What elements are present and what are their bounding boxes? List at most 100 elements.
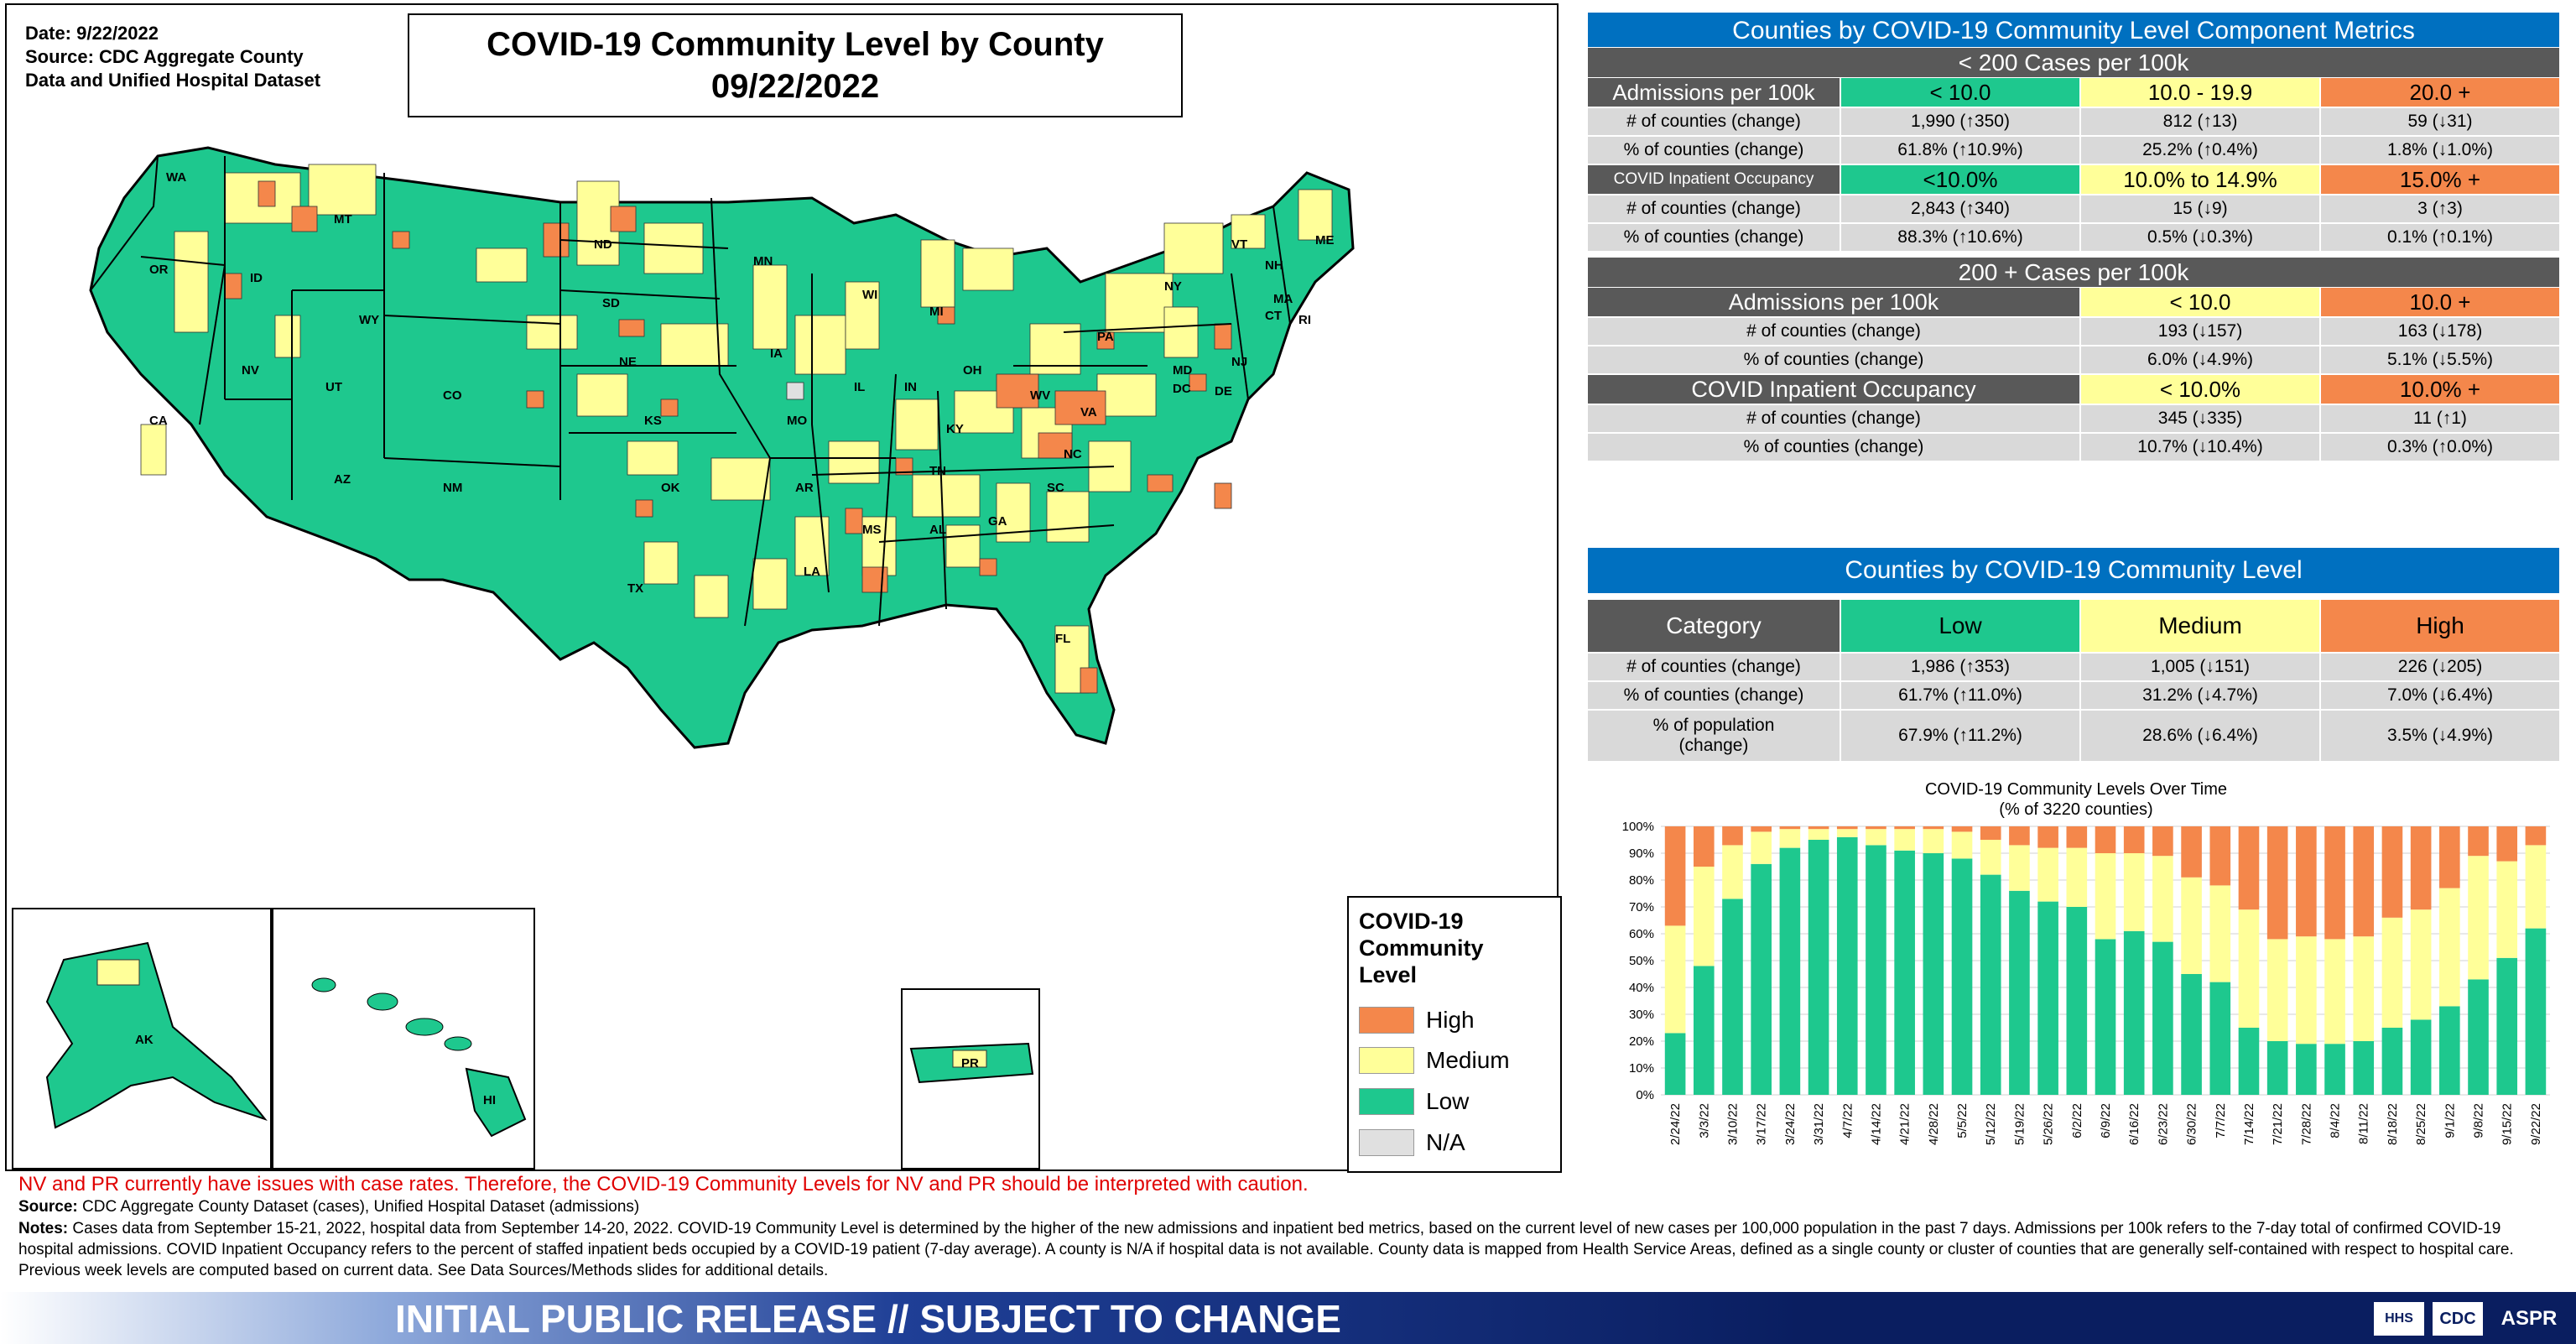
state-label-md: MD xyxy=(1173,363,1192,378)
map-title-line-2: 09/22/2022 xyxy=(710,68,880,105)
bar-high xyxy=(2496,826,2518,862)
x-tick-label: 9/15/22 xyxy=(2501,1103,2515,1145)
admissions-header: Admissions per 100k xyxy=(1587,77,1840,107)
cell-value: 0.1% (↑0.1%) xyxy=(2320,223,2560,252)
occ2-col-low: < 10.0% xyxy=(2080,374,2320,404)
bar-low xyxy=(2037,901,2058,1095)
bar-low xyxy=(2496,957,2518,1095)
bar-medium xyxy=(1722,845,1743,899)
cell-value: 3.5% (↓4.9%) xyxy=(2320,710,2560,762)
footer-banner xyxy=(0,1292,2576,1344)
bar-medium xyxy=(1751,831,1772,864)
table-row: % of counties (change) 61.7% (↑11.0%) 31.2… xyxy=(1587,681,2560,710)
bar-high xyxy=(1693,826,1715,867)
bar-medium xyxy=(1923,829,1944,853)
table-row: % of counties (change) 88.3% (↑10.6%) 0.5%… xyxy=(1587,223,2560,252)
bar-medium xyxy=(1951,831,1973,859)
state-label-va: VA xyxy=(1080,405,1097,419)
puerto-rico-inset: PR xyxy=(901,988,1040,1169)
table-row: # of counties (change) 2,843 (↑340) 15 (↓9… xyxy=(1587,195,2560,223)
bar-low xyxy=(2381,1028,2403,1095)
state-label-nc: NC xyxy=(1064,447,1082,461)
bar-low xyxy=(2468,979,2489,1095)
bar-low xyxy=(2353,1041,2375,1095)
legend-title-line-1: COVID-19 xyxy=(1359,909,1464,934)
row-label: % of counties (change) xyxy=(1587,346,2080,374)
cell-value: 193 (↓157) xyxy=(2080,317,2320,346)
x-tick-label: 5/12/22 xyxy=(1984,1103,1998,1145)
bar-medium xyxy=(2496,861,2518,958)
table-row: % of counties (change) 61.8% (↑10.9%) 25.2… xyxy=(1587,136,2560,164)
state-label-vt: VT xyxy=(1231,237,1247,252)
bar-low xyxy=(2181,974,2202,1095)
bar-low xyxy=(1894,850,1915,1095)
x-tick-label: 4/7/22 xyxy=(1840,1103,1855,1138)
category-header: Category xyxy=(1587,599,1840,653)
x-tick-label: 5/19/22 xyxy=(2012,1103,2027,1145)
y-tick-label: 30% xyxy=(1629,1008,1654,1022)
bar-high xyxy=(1836,826,1858,830)
chart-x-ticks: 2/24/22 3/3/22 3/10/22 3/17/22 3/24/22 3/31/2… xyxy=(1668,1103,2543,1145)
legend-label-medium: Medium xyxy=(1426,1047,1510,1073)
bar-low xyxy=(1951,858,1973,1095)
map-title-line-1: COVID-19 Community Level by County xyxy=(487,26,1104,63)
bar-high xyxy=(2066,826,2088,848)
state-label-ut: UT xyxy=(325,380,342,394)
bar-medium xyxy=(2381,917,2403,1028)
hawaii-island-3 xyxy=(405,1018,444,1036)
x-tick-label: 6/16/22 xyxy=(2127,1103,2141,1145)
row-label: # of counties (change) xyxy=(1587,653,1840,681)
bar-low xyxy=(2209,982,2231,1095)
x-tick-label: 6/23/22 xyxy=(2156,1103,2170,1145)
cell-value: 10.7% (↓10.4%) xyxy=(2080,433,2320,461)
alaska-shape xyxy=(45,941,268,1129)
row-label-line-1: % of population xyxy=(1652,716,1775,735)
legend-title: COVID-19 Community Level xyxy=(1359,908,1484,988)
bar-medium xyxy=(2266,939,2288,1041)
bar-high xyxy=(1894,826,1915,830)
state-label-fl: FL xyxy=(1055,632,1070,646)
legend-title-line-2: Community xyxy=(1359,935,1484,961)
x-tick-label: 9/22/22 xyxy=(2529,1103,2543,1145)
x-tick-label: 5/5/22 xyxy=(1955,1103,1970,1138)
bar-low xyxy=(1722,899,1743,1095)
state-label-me: ME xyxy=(1315,233,1335,247)
bar-low xyxy=(1866,845,1886,1095)
bar-high xyxy=(2152,826,2173,857)
state-label-ct: CT xyxy=(1265,309,1282,323)
state-label-in: IN xyxy=(904,380,917,394)
alaska-medium-patch xyxy=(96,959,140,986)
cell-value: 5.1% (↓5.5%) xyxy=(2320,346,2560,374)
state-label-la: LA xyxy=(804,565,820,579)
bar-medium xyxy=(2353,936,2375,1041)
state-label-wv: WV xyxy=(1030,388,1050,403)
cell-value: 7.0% (↓6.4%) xyxy=(2320,681,2560,710)
y-tick-label: 90% xyxy=(1629,847,1654,861)
legend-label-na: N/A xyxy=(1426,1129,1465,1155)
legend-item-high: High xyxy=(1359,1005,1475,1035)
source-label: Source: xyxy=(18,1198,78,1216)
bar-low xyxy=(1664,1033,1686,1095)
x-tick-label: 3/24/22 xyxy=(1783,1103,1798,1145)
cdc-logo: CDC xyxy=(2433,1302,2483,1336)
adm1-col-med: 10.0 - 19.9 xyxy=(2080,77,2320,107)
adm1-col-high: 20.0 + xyxy=(2320,77,2560,107)
bar-high xyxy=(2266,826,2288,940)
state-label-ga: GA xyxy=(988,514,1007,529)
y-tick-label: 80% xyxy=(1629,873,1654,888)
map-meta: Date: 9/22/2022 Source: CDC Aggregate Co… xyxy=(25,22,320,92)
state-label-tx: TX xyxy=(627,581,643,596)
bar-medium xyxy=(2123,853,2145,931)
state-label-ri: RI xyxy=(1298,313,1311,327)
cell-value: 2,843 (↑340) xyxy=(1840,195,2080,223)
row-label: % of counties (change) xyxy=(1587,223,1840,252)
bar-medium xyxy=(2296,936,2317,1044)
adm2-col-high: 10.0 + xyxy=(2320,287,2560,317)
bar-medium xyxy=(2037,847,2058,902)
state-label-ky: KY xyxy=(946,422,964,436)
source-line-2: Data and Unified Hospital Dataset xyxy=(25,70,321,91)
state-label-wi: WI xyxy=(862,288,877,302)
bar-medium xyxy=(2095,853,2116,940)
x-tick-label: 3/10/22 xyxy=(1725,1103,1740,1145)
bar-medium xyxy=(2410,909,2432,1020)
